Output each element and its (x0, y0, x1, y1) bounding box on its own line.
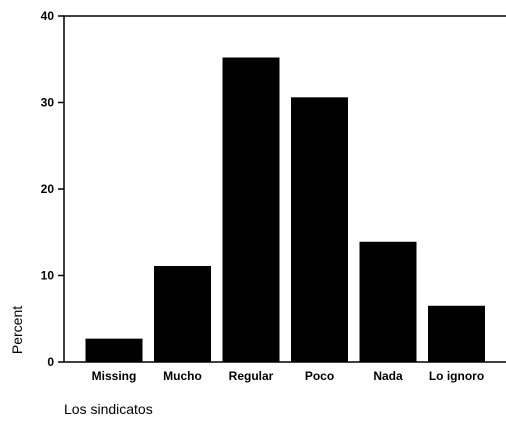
x-axis: Missing Mucho Regular Poco Nada Lo ignoro (92, 369, 485, 383)
bar-poco (291, 97, 348, 362)
x-tick-label: Lo ignoro (429, 369, 484, 383)
y-axis-title: Percent (9, 306, 25, 354)
x-tick-label: Missing (92, 369, 137, 383)
bar-lo-ignoro (428, 305, 485, 362)
bars (85, 57, 485, 363)
x-tick-label: Nada (373, 369, 403, 383)
x-tick-label: Mucho (163, 369, 202, 383)
y-tick-label: 40 (41, 9, 55, 23)
y-tick-label: 0 (47, 355, 54, 369)
bar-regular (222, 57, 280, 363)
y-tick-label: 10 (41, 269, 55, 283)
bar-missing (85, 338, 143, 362)
x-tick-label: Regular (229, 369, 274, 383)
y-tick-label: 30 (41, 96, 55, 110)
y-axis: 0 10 20 30 40 (41, 9, 64, 369)
x-tick-label: Poco (305, 369, 334, 383)
bar-mucho (154, 265, 211, 362)
y-tick-label: 20 (41, 182, 55, 196)
x-axis-title: Los sindicatos (64, 401, 153, 417)
bar-nada (359, 241, 417, 362)
